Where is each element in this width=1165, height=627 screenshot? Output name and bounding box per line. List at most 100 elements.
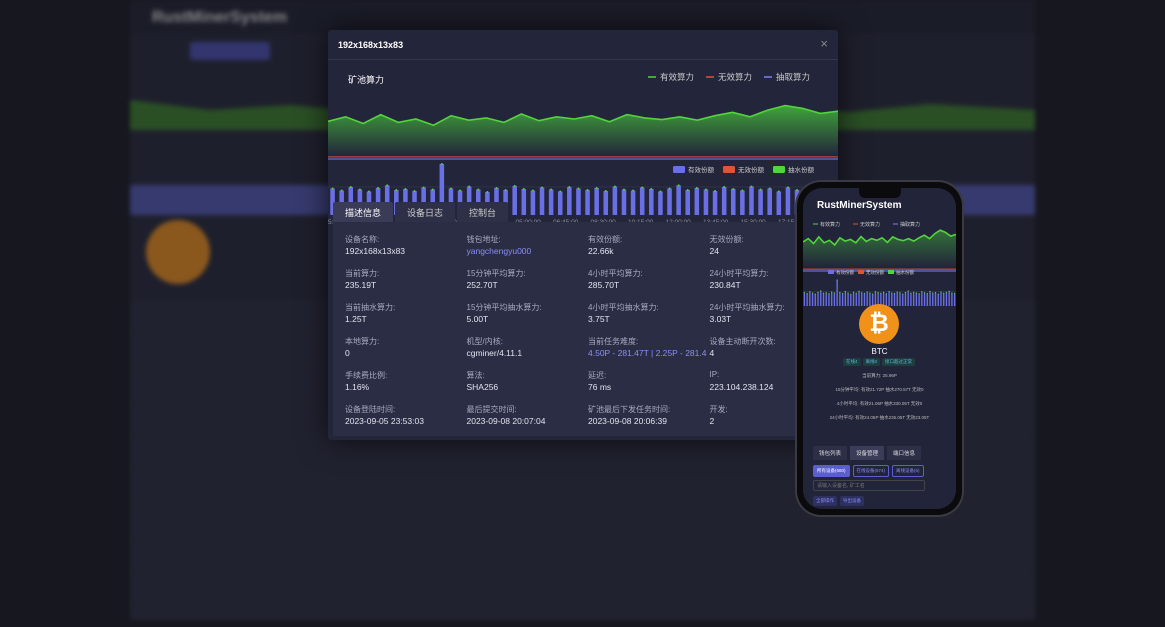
bar	[940, 291, 942, 306]
field-label: 24小时平均算力:	[709, 269, 769, 278]
tab[interactable]: 设备日志	[395, 202, 456, 222]
filter-button[interactable]: 在线设备(674)	[852, 465, 890, 477]
field-label: 设备名称:	[345, 235, 380, 244]
bar-tip	[877, 291, 879, 294]
device-modal: 192x168x13x83 × 有效算力 无效算力 抽取算力 有效份额 无效份额 抽水份额…	[328, 30, 838, 440]
bar-tip	[632, 189, 635, 192]
action-button[interactable]: 全部操作	[813, 496, 837, 506]
bar-tip	[431, 188, 434, 191]
action-button[interactable]: 导出设备	[840, 496, 864, 506]
bar	[658, 191, 663, 215]
tag: 在线4	[843, 358, 861, 366]
bar-tip	[940, 291, 942, 293]
tab[interactable]: 描述信息	[333, 202, 394, 222]
field-label: 24小时平均抽水算力:	[709, 303, 785, 312]
field-value: 2023-09-08 20:06:39	[588, 416, 667, 426]
bar-tip	[954, 292, 956, 295]
bar-tip	[732, 187, 735, 190]
legend-label: 抽取算力	[900, 221, 920, 228]
bar-tip	[891, 292, 893, 294]
bar-tip	[340, 189, 343, 192]
placeholder: 请输入设备名, 矿工名	[817, 483, 865, 489]
field-label: 有效份额:	[588, 235, 623, 244]
bar-tip	[531, 189, 534, 192]
legend-label: 无效份额	[866, 269, 884, 276]
bar-tip	[367, 190, 370, 193]
area	[328, 105, 838, 156]
app-title: RustMinerSystem	[152, 9, 288, 26]
field-value: 252.70T	[466, 280, 498, 290]
bar	[951, 293, 953, 306]
bar-tip	[836, 279, 838, 281]
coin-icon: ₿	[859, 304, 899, 344]
bar	[912, 292, 915, 306]
legend-swatch	[673, 166, 685, 173]
bar	[494, 187, 499, 215]
stat-line: 4小时平均: 有效21.06P 抽水330.05T 无效0	[836, 401, 923, 406]
bar-tip	[945, 291, 948, 293]
legend-swatch	[888, 270, 894, 274]
bar-tip	[331, 187, 334, 190]
bar-tip	[641, 186, 644, 189]
field-value: SHA256	[466, 382, 499, 392]
bar-tip	[677, 184, 680, 187]
field-label: 手续费比例:	[345, 371, 388, 380]
bar	[861, 292, 863, 306]
bar	[685, 190, 691, 215]
bar-tip	[904, 291, 907, 294]
bar	[703, 189, 709, 215]
bar	[833, 293, 836, 306]
search-input[interactable]: 请输入设备名, 矿工名	[813, 480, 925, 491]
legend-label: 无效算力	[860, 221, 880, 228]
bar	[621, 189, 627, 215]
coin-name: BTC	[871, 347, 888, 356]
bar-tip	[866, 291, 868, 293]
bar	[825, 292, 827, 306]
bar-tip	[885, 293, 887, 295]
field-value: 76 ms	[588, 382, 612, 392]
tag: 接口超过正常	[882, 358, 916, 366]
field-label: 本地算力:	[345, 337, 380, 346]
legend-label: 有效份额	[688, 165, 715, 174]
bar	[874, 291, 877, 306]
bar	[907, 290, 909, 306]
bar	[639, 187, 645, 215]
area	[803, 230, 956, 268]
bar	[567, 186, 572, 215]
bar	[847, 293, 849, 306]
bar-tip	[839, 291, 841, 294]
bar	[421, 187, 426, 215]
bar	[850, 294, 852, 306]
bar-tip	[768, 187, 771, 190]
phone-tab[interactable]: 设备管理	[850, 446, 885, 460]
tab[interactable]: 控制台	[457, 202, 509, 222]
bar-tip	[686, 189, 689, 192]
phone-mockup: RustMinerSystem 有效算力 无效算力 抽取算力 有效份额 无效份额 抽水份额…	[797, 182, 962, 515]
bar	[910, 293, 912, 306]
bar	[943, 293, 945, 306]
tag: 离线0	[862, 358, 881, 366]
series-line	[803, 229, 956, 247]
bar	[839, 292, 841, 306]
filter-button[interactable]: 所有设备(680)	[813, 465, 850, 477]
bar-tip	[831, 291, 833, 293]
bar-tip	[803, 291, 805, 294]
field-label: 矿池最后下发任务时间:	[588, 405, 671, 414]
bar	[466, 186, 472, 215]
notch	[859, 188, 901, 198]
phone-tab[interactable]: 钱包列表	[813, 446, 848, 460]
bar-tip	[723, 185, 726, 188]
bar-tip	[468, 185, 471, 188]
field-value: cgminer/4.11.1	[466, 348, 523, 358]
phone-tab[interactable]: 端口信息	[887, 446, 922, 460]
bar-tip	[847, 292, 849, 294]
field-value: 1.25T	[345, 314, 367, 324]
bar	[603, 191, 609, 215]
bar-tip	[874, 291, 877, 293]
close-button[interactable]: ×	[820, 36, 828, 51]
bar	[877, 292, 879, 306]
field-value: 192x168x13x83	[345, 246, 406, 256]
modal-title: 192x168x13x83	[338, 40, 404, 50]
filter-button[interactable]: 离线设备(6)	[892, 465, 924, 477]
